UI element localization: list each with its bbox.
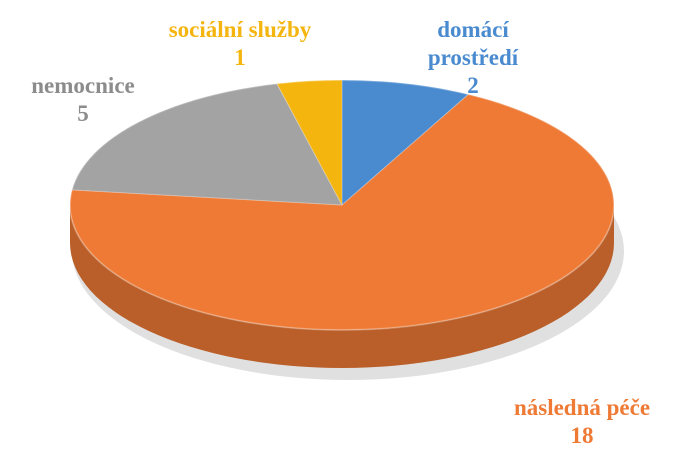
label-domaci-prostredi: domácí prostředí 2 (398, 16, 548, 100)
label-nasledna-pece-value: 18 (570, 423, 594, 448)
pie-slice-3 (276, 79, 343, 206)
pie-slice-2 (71, 83, 343, 206)
label-socialni-sluzby: sociální služby 1 (140, 16, 340, 72)
label-nasledna-pece-name: následná péče (513, 395, 651, 420)
label-domaci-prostredi-name-line2: prostředí (427, 45, 519, 70)
label-nasledna-pece: následná péče 18 (492, 394, 672, 450)
label-socialni-sluzby-value: 1 (234, 45, 246, 70)
pie-slice-1 (69, 93, 615, 331)
label-nemocnice: nemocnice 5 (8, 72, 158, 128)
pie-rim (69, 79, 615, 331)
label-socialni-sluzby-name: sociální služby (168, 17, 312, 42)
label-nemocnice-name: nemocnice (31, 73, 135, 98)
pie-slice-0 (341, 79, 470, 207)
label-domaci-prostredi-value: 2 (467, 73, 479, 98)
label-domaci-prostredi-name-line1: domácí (437, 17, 509, 42)
pie-side-1 (70, 205, 614, 368)
label-nemocnice-value: 5 (77, 101, 89, 126)
